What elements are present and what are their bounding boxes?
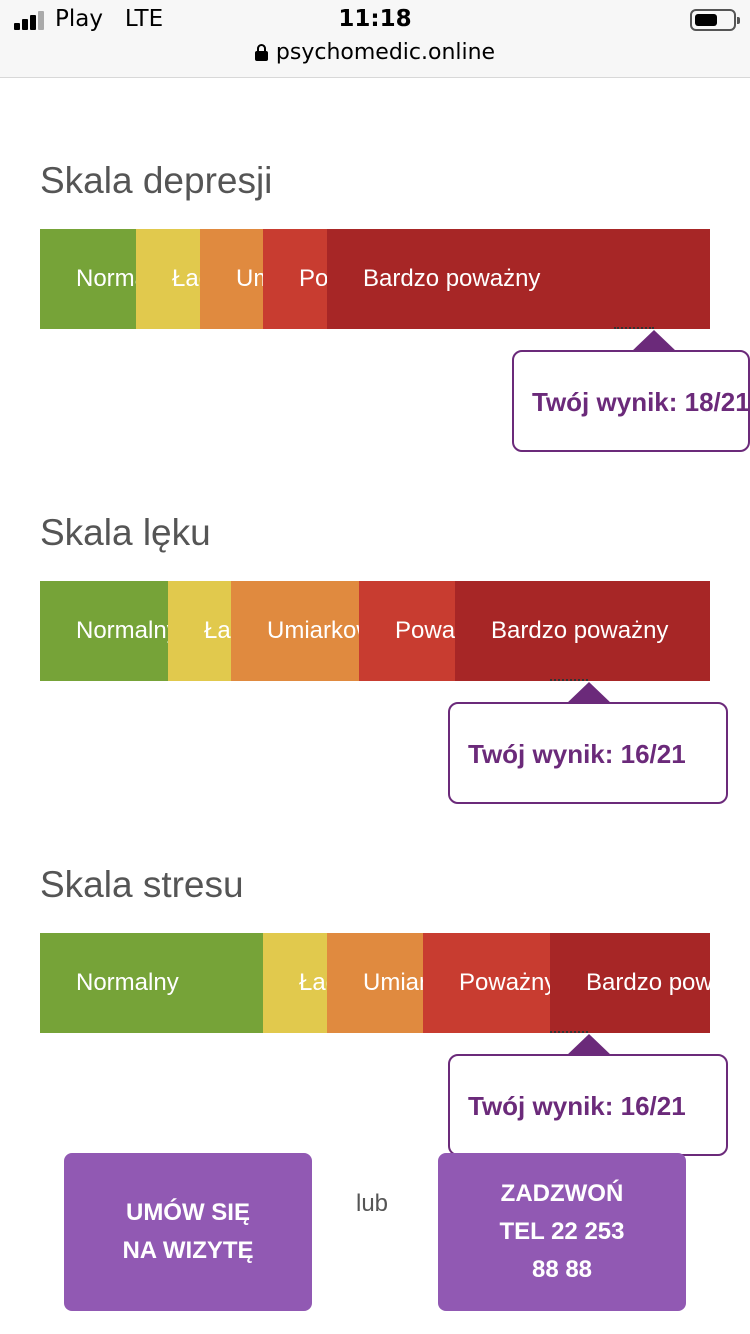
segment-moderate: Umiarkowany xyxy=(231,581,359,681)
scale-title: Skala depresji xyxy=(40,160,273,201)
segment-normal: Normalny xyxy=(40,933,263,1033)
browser-status-bar: Play LTE 11:18 psychomedic.online xyxy=(0,0,750,78)
score-tooltip: Twój wynik: 18/21 xyxy=(512,330,750,452)
segment-moderate: Umiarkowany xyxy=(200,229,263,329)
score-tooltip: Twój wynik: 16/21 xyxy=(448,682,728,804)
score-text: Twój wynik: 16/21 xyxy=(468,1091,686,1121)
segment-very-severe: Bardzo poważny xyxy=(455,581,710,681)
segment-severe: Poważny xyxy=(423,933,550,1033)
score-tooltip: Twój wynik: 16/21 xyxy=(448,1034,728,1156)
call-button[interactable]: ZADZWOŃ TEL 22 253 88 88 xyxy=(438,1153,686,1311)
severity-bar: Normalny Łagodny Umiarkowany Poważny Bar… xyxy=(40,229,710,329)
segment-normal: Normalny xyxy=(40,229,136,329)
signal-icon xyxy=(14,10,50,30)
score-marker xyxy=(550,679,588,681)
battery-icon xyxy=(690,9,740,31)
carrier-label: Play LTE xyxy=(55,6,164,32)
clock: 11:18 xyxy=(338,6,412,32)
segment-light: Łagodny xyxy=(136,229,200,329)
anxiety-scale: Skala lęku Normalny Łagodny Umiarkowany … xyxy=(40,512,728,812)
scale-title: Skala stresu xyxy=(40,864,244,905)
severity-bar: Normalny Łagodny Umiarkowany Poważny Bar… xyxy=(40,933,710,1033)
score-text: Twój wynik: 18/21 xyxy=(532,387,750,417)
scale-title: Skala lęku xyxy=(40,512,211,553)
segment-severe: Poważny xyxy=(263,229,327,329)
segment-severe: Poważny xyxy=(359,581,455,681)
segment-very-severe: Bardzo poważny xyxy=(327,229,710,329)
depression-scale: Skala depresji Normalny Łagodny Umiarkow… xyxy=(40,160,750,460)
segment-light: Łagodny xyxy=(263,933,327,1033)
score-text: Twój wynik: 16/21 xyxy=(468,739,686,769)
score-marker xyxy=(614,327,654,329)
or-label: lub xyxy=(356,1190,389,1217)
url-text: psychomedic.online xyxy=(275,40,496,65)
score-marker xyxy=(550,1031,588,1033)
address-bar[interactable]: psychomedic.online xyxy=(0,40,750,65)
segment-very-severe: Bardzo poważny xyxy=(550,933,710,1033)
severity-bar: Normalny Łagodny Umiarkowany Poważny Bar… xyxy=(40,581,710,681)
stress-scale: Skala stresu Normalny Łagodny Umiarkowan… xyxy=(40,864,728,1164)
segment-moderate: Umiarkowany xyxy=(327,933,423,1033)
book-appointment-button[interactable]: UMÓW SIĘ NA WIZYTĘ xyxy=(64,1153,312,1311)
segment-normal: Normalny xyxy=(40,581,168,681)
lock-icon xyxy=(254,44,268,61)
segment-light: Łagodny xyxy=(168,581,231,681)
